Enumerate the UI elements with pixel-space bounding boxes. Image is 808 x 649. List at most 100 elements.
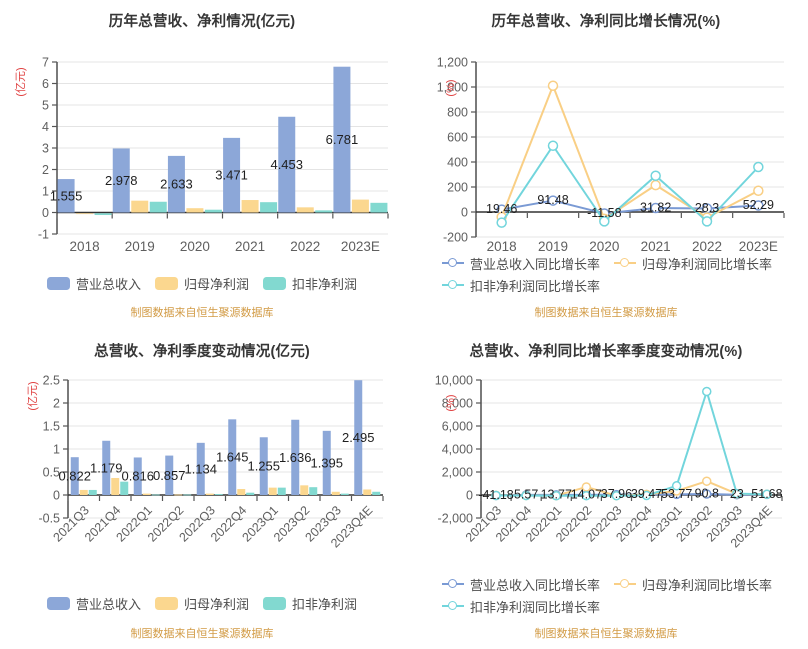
y-tick-label: 0 xyxy=(466,489,473,503)
bar-归母净利润 xyxy=(237,489,246,495)
bar-扣非净利润 xyxy=(246,492,255,495)
point-value-label: 39.47 xyxy=(631,487,662,501)
legend-label: 归母净利润 xyxy=(183,596,249,612)
bar-value-label: 1.395 xyxy=(310,455,343,470)
bar-营业总收入 xyxy=(165,455,174,495)
data-point-marker xyxy=(702,489,712,499)
x-tick-label: 2019 xyxy=(538,239,568,254)
bar-value-label: 0.816 xyxy=(121,469,154,484)
point-value-label: 53.77 xyxy=(661,487,692,501)
point-value-label: -41.18 xyxy=(478,488,513,502)
x-tick-label: 2023E xyxy=(341,239,380,254)
data-point-marker xyxy=(753,185,764,196)
y-tick-label: 400 xyxy=(447,156,468,170)
x-tick-label: 2021 xyxy=(641,239,671,254)
y-tick-label: 0 xyxy=(42,206,49,220)
y-axis-unit-label: (亿元) xyxy=(15,67,27,97)
legend-item-营业总收入同比增长率[interactable]: 营业总收入同比增长率 xyxy=(442,575,600,594)
y-tick-label: 2,000 xyxy=(442,466,473,480)
bar-营业总收入 xyxy=(291,419,300,495)
legend-item-归母净利润[interactable]: 归母净利润 xyxy=(154,274,249,293)
data-point-marker xyxy=(547,195,559,206)
bar-value-label: 6.781 xyxy=(326,132,359,147)
y-tick-label: 200 xyxy=(447,181,468,195)
bar-营业总收入 xyxy=(102,440,111,495)
bar-value-label: 1.179 xyxy=(90,460,123,475)
x-tick-label: 2019 xyxy=(125,239,155,254)
bar-营业总收入 xyxy=(112,148,130,213)
point-value-label: 14.07 xyxy=(571,487,602,501)
legend-row-2: 扣非净利润同比增长率 xyxy=(404,276,808,295)
legend-swatch xyxy=(46,596,70,610)
data-point-marker xyxy=(496,217,507,228)
legend-circle xyxy=(620,258,630,267)
bar-扣非净利润 xyxy=(204,209,222,213)
line-marker-icon xyxy=(442,258,464,268)
bar-营业总收入 xyxy=(57,179,75,213)
bar-扣非净利润 xyxy=(277,487,286,495)
bar-value-label: 2.978 xyxy=(105,173,138,188)
x-tick-label: 2020 xyxy=(589,239,619,254)
bar-营业总收入 xyxy=(322,430,331,495)
data-point-marker xyxy=(611,490,622,501)
data-point-marker xyxy=(650,170,661,181)
point-value-label: 91.48 xyxy=(537,193,568,207)
y-axis-unit-label: (%) xyxy=(445,79,457,97)
data-point-marker xyxy=(650,179,661,191)
bar-营业总收入 xyxy=(333,66,351,213)
legend-item-归母净利润同比增长率[interactable]: 归母净利润同比增长率 xyxy=(614,575,772,594)
bar-扣非净利润 xyxy=(260,202,278,213)
bar-营业总收入 xyxy=(167,155,185,213)
legend-row-1: 营业总收入同比增长率 归母净利润同比增长率 xyxy=(404,575,808,594)
legend-item-营业总收入[interactable]: 营业总收入 xyxy=(46,274,141,293)
bar-value-label: 3.471 xyxy=(215,168,248,183)
bar-归母净利润 xyxy=(111,477,120,495)
legend-item-营业总收入[interactable]: 营业总收入 xyxy=(46,594,141,613)
y-tick-label: 5 xyxy=(42,99,49,113)
data-point-marker xyxy=(671,481,682,491)
y-tick-label: 0.5 xyxy=(43,466,60,480)
plot-area: 10,0008,0006,0004,0002,0000-2,0002021Q32… xyxy=(435,374,783,551)
bar-归母净利润 xyxy=(131,200,149,213)
chart-title: 总营收、净利季度变动情况(亿元) xyxy=(94,344,310,360)
y-tick-label: 800 xyxy=(447,106,468,120)
bar-value-label: 1.555 xyxy=(50,188,83,203)
point-value-label: 28.3 xyxy=(695,201,719,215)
bar-value-label: 2.633 xyxy=(160,177,193,192)
point-value-label: -11.58 xyxy=(587,206,622,220)
y-tick-label: 0 xyxy=(461,206,468,220)
plot-area: 7 6 5 4 3 2 1 0 -1 2018 2019 2020 2021 2022 2023E 1.555… xyxy=(38,56,389,254)
legend-circle xyxy=(448,280,457,289)
plot-area: 1,200 1,000 800 600 400 200 0 -200 2018 2019 2020 2… xyxy=(437,56,785,254)
bar-营业总收入 xyxy=(223,137,241,213)
y-tick-label: 4,000 xyxy=(442,443,473,457)
bar-扣非净利润 xyxy=(94,213,112,216)
y-tick-label: 1 xyxy=(42,185,49,199)
y-tick-label: 1.5 xyxy=(43,420,60,434)
bar-扣非净利润 xyxy=(372,491,381,495)
chart-quarterly-revenue-profit: 总营收、净利季度变动情况(亿元) 2.5 2 1.5 1 0.5 0 -0.5 2021Q3 2… xyxy=(0,330,404,649)
y-tick-label: 6,000 xyxy=(442,420,473,434)
point-value-label: 90.8 xyxy=(695,486,719,500)
bar-归母净利润 xyxy=(79,489,88,495)
chart-title: 总营收、净利同比增长率季度变动情况(%) xyxy=(469,344,743,360)
legend-item-扣非净利润同比增长率[interactable]: 扣非净利润同比增长率 xyxy=(442,597,600,616)
legend-item-扣非净利润[interactable]: 扣非净利润 xyxy=(263,594,357,613)
y-tick-label: 1,200 xyxy=(437,56,468,70)
legend-item-营业总收入同比增长率[interactable]: 营业总收入同比增长率 xyxy=(442,254,600,273)
legend-item-扣非净利润同比增长率[interactable]: 扣非净利润同比增长率 xyxy=(442,276,600,295)
legend-item-扣非净利润[interactable]: 扣非净利润 xyxy=(263,274,357,293)
data-point-marker xyxy=(650,202,661,214)
bar-归母净利润 xyxy=(241,200,259,213)
legend-label: 扣非净利润同比增长率 xyxy=(470,599,601,615)
y-tick-label: 0 xyxy=(53,489,60,503)
legend-label: 营业总收入 xyxy=(75,596,141,612)
bar-归母净利润 xyxy=(76,213,94,215)
x-tick-label: 2018 xyxy=(487,239,517,254)
legend-row-1: 营业总收入同比增长率 归母净利润同比增长率 xyxy=(404,254,808,273)
legend-swatch xyxy=(263,276,286,290)
legend-item-归母净利润[interactable]: 归母净利润 xyxy=(154,594,249,613)
legend-item-归母净利润同比增长率[interactable]: 归母净利润同比增长率 xyxy=(614,254,772,273)
point-value-label: 51.68 xyxy=(751,487,782,501)
y-tick-label: 600 xyxy=(447,131,468,145)
